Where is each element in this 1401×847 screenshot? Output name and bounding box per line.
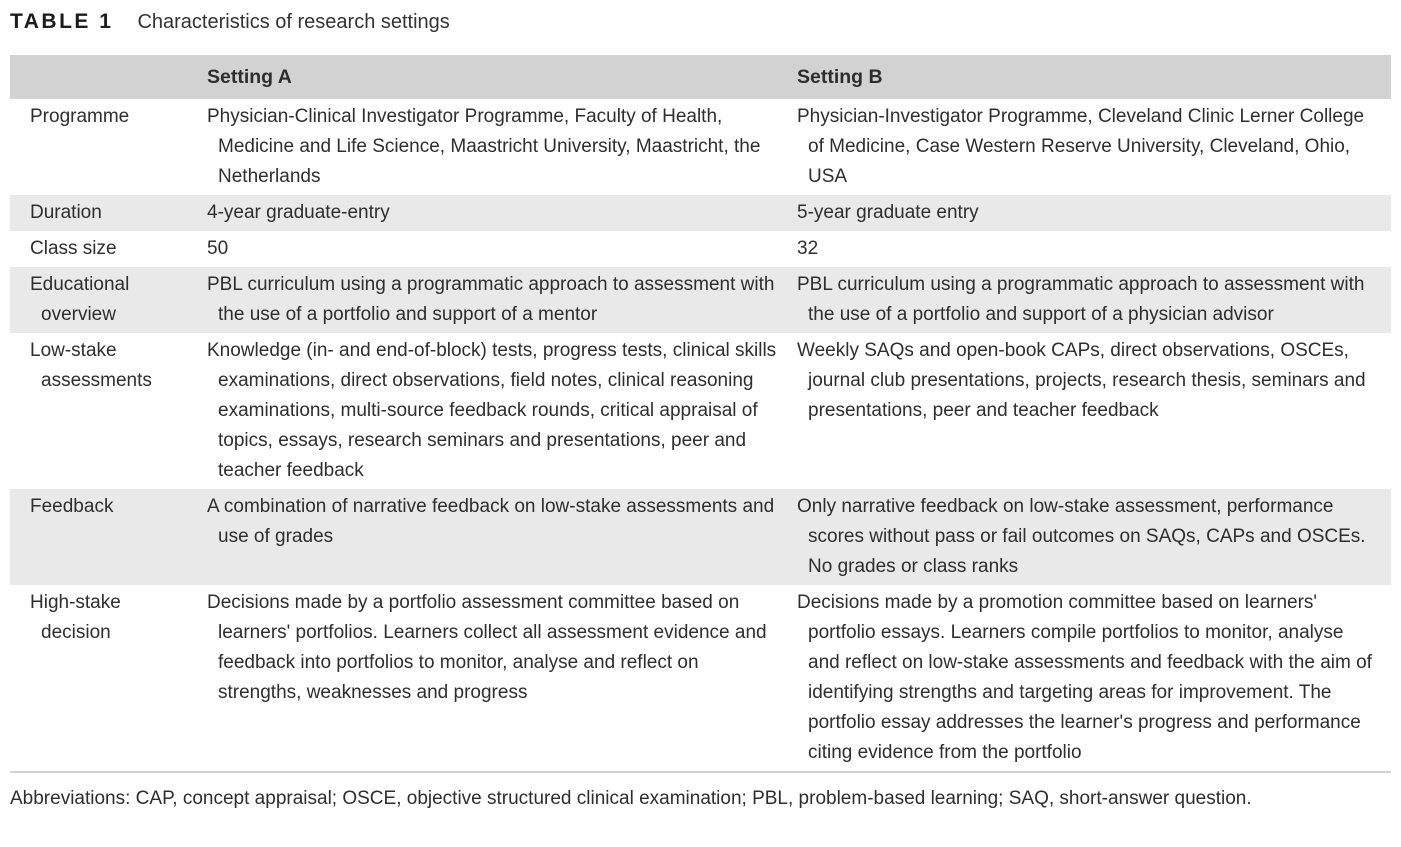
table-row-duration: Duration 4-year graduate-entry 5-year gr… [10,195,1391,231]
cell-setting-a: PBL curriculum using a programmatic appr… [200,267,790,333]
cell-setting-a: A combination of narrative feedback on l… [200,489,790,585]
cell-setting-b: PBL curriculum using a programmatic appr… [790,267,1391,333]
cell-setting-a: 50 [207,238,229,259]
cell-setting-a: Knowledge (in- and end-of-block) tests, … [207,340,777,481]
abbreviations-footnote: Abbreviations: CAP, concept appraisal; O… [10,788,1252,809]
cell-setting-b: Decisions made by a promotion committee … [790,585,1391,773]
cell-setting-b: 5-year graduate entry [790,195,1391,231]
table-title: TABLE 1 Characteristics of research sett… [10,10,1391,34]
cell-setting-b: Only narrative feedback on low-stake ass… [790,489,1391,585]
table-caption: Characteristics of research settings [137,11,450,33]
table-row-educational-overview: Educational overview PBL curriculum usin… [10,267,1391,333]
cell-setting-a: Decisions made by a portfolio assessment… [200,585,790,773]
table-row-low-stake-assessments: Low-stake assessments Knowledge (in- and… [10,333,1391,489]
cell-setting-b: 32 [797,238,819,259]
cell-setting-b: Physician-Investigator Programme, Clevel… [797,106,1365,187]
cell-setting-a: Physician-Clinical Investigator Programm… [207,106,761,187]
header-empty-cell [10,55,200,99]
row-label: Programme [30,106,130,127]
header-row: Setting A Setting B [10,55,1391,99]
cell-setting-a: 4-year graduate-entry [200,195,790,231]
row-label: Class size [30,238,117,259]
row-label: Duration [10,195,200,231]
header-setting-b: Setting B [790,55,1391,99]
table-row-class-size: Class size 50 32 [10,231,1391,267]
table-row-high-stake-decision: High-stake decision Decisions made by a … [10,585,1391,773]
header-setting-a: Setting A [200,55,790,99]
page: TABLE 1 Characteristics of research sett… [10,10,1391,809]
row-label: High-stake decision [10,585,200,773]
row-label: Low-stake assessments [30,340,152,391]
row-label: Educational overview [10,267,200,333]
row-label: Feedback [10,489,200,585]
research-settings-table: Setting A Setting B Programme Physician-… [10,55,1391,773]
cell-setting-b: Weekly SAQs and open-book CAPs, direct o… [797,340,1366,421]
table-label: TABLE 1 [10,10,114,33]
table-row-feedback: Feedback A combination of narrative feed… [10,489,1391,585]
table-row-programme: Programme Physician-Clinical Investigato… [10,99,1391,195]
